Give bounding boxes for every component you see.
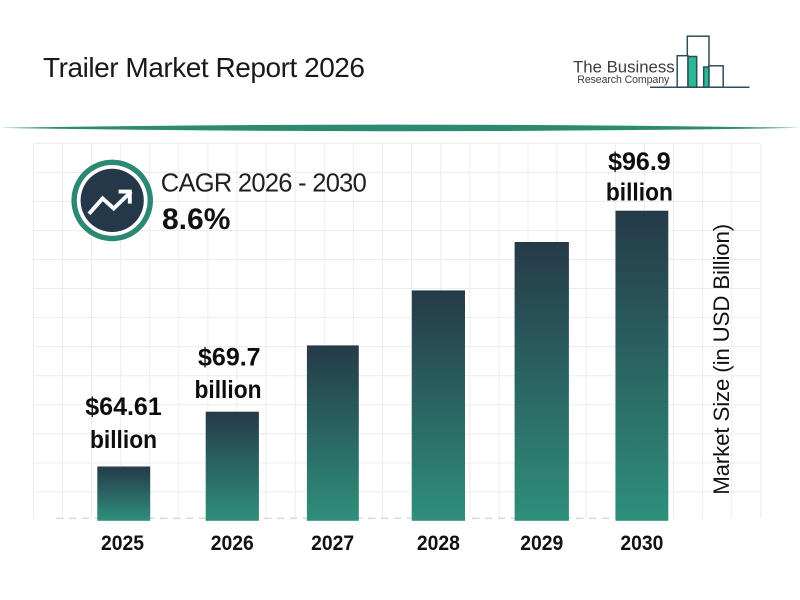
svg-text:billion: billion bbox=[195, 376, 262, 404]
svg-text:CAGR 2026 - 2030: CAGR 2026 - 2030 bbox=[161, 169, 367, 197]
svg-text:2029: 2029 bbox=[520, 531, 563, 555]
svg-text:2026: 2026 bbox=[211, 531, 254, 555]
svg-text:Trailer Market Report 2026: Trailer Market Report 2026 bbox=[43, 52, 365, 83]
svg-text:Market Size (in USD Billion): Market Size (in USD Billion) bbox=[709, 224, 734, 495]
svg-text:$96.9: $96.9 bbox=[608, 148, 671, 176]
svg-text:$69.7: $69.7 bbox=[198, 344, 261, 372]
svg-text:8.6%: 8.6% bbox=[162, 203, 230, 236]
svg-text:2030: 2030 bbox=[620, 531, 663, 555]
svg-text:Research Company: Research Company bbox=[577, 74, 670, 86]
svg-text:2025: 2025 bbox=[101, 531, 144, 555]
svg-text:billion: billion bbox=[90, 426, 157, 454]
svg-text:$64.61: $64.61 bbox=[85, 393, 162, 421]
svg-text:The Business: The Business bbox=[573, 58, 675, 77]
svg-text:2027: 2027 bbox=[311, 531, 354, 555]
svg-text:2028: 2028 bbox=[417, 531, 460, 555]
svg-text:billion: billion bbox=[606, 179, 673, 207]
